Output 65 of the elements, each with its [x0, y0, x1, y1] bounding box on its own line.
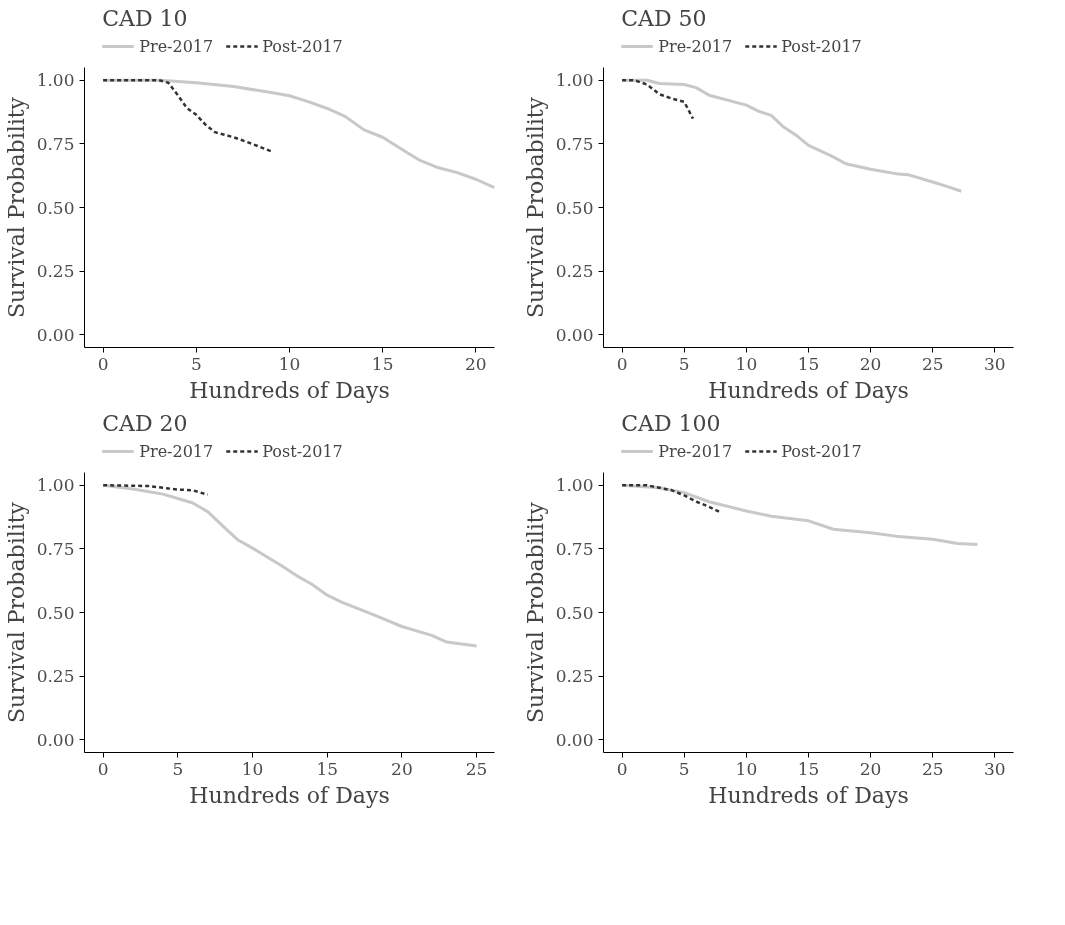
x-tick-label: 5 — [678, 353, 690, 374]
y-tick-label: 0.25 — [36, 261, 75, 282]
y-tick-label: 0.75 — [36, 133, 75, 154]
y-tick-label: 0.25 — [555, 261, 594, 282]
x-axis-title: Hundreds of Days — [708, 377, 909, 403]
y-axis-title: Survival Probability — [522, 96, 548, 319]
y-tick-label: 0.75 — [36, 538, 75, 559]
x-tick-label: 10 — [241, 758, 264, 779]
y-tick-label: 0.50 — [555, 197, 594, 218]
x-tick-label: 5 — [172, 758, 184, 779]
x-tick-label: 30 — [984, 353, 1006, 374]
x-tick-label: 15 — [316, 758, 339, 779]
y-axis-title: Survival Probability — [3, 501, 29, 724]
x-tick-label: 20 — [859, 353, 882, 374]
legend-label: Post-2017 — [781, 36, 862, 56]
x-tick-label: 10 — [735, 353, 758, 374]
y-tick-label: 0.50 — [36, 197, 75, 218]
x-tick-label: 0 — [97, 353, 109, 374]
x-tick-label: 15 — [797, 353, 820, 374]
x-tick-label: 15 — [797, 758, 820, 779]
legend-label: Pre-2017 — [139, 36, 214, 56]
x-tick-label: 25 — [921, 758, 944, 779]
x-tick-label: 15 — [371, 353, 394, 374]
y-tick-label: 0.50 — [555, 602, 594, 623]
x-axis-title: Hundreds of Days — [189, 377, 390, 403]
x-tick-label: 10 — [278, 353, 301, 374]
y-axis-title: Survival Probability — [3, 96, 29, 319]
legend-label: Pre-2017 — [139, 441, 214, 461]
legend-label: Post-2017 — [262, 441, 343, 461]
x-tick-label: 25 — [921, 353, 944, 374]
x-tick-label: 5 — [678, 758, 690, 779]
x-tick-label: 10 — [735, 758, 758, 779]
legend-label: Post-2017 — [781, 441, 862, 461]
y-tick-label: 0.75 — [555, 538, 594, 559]
x-axis-title: Hundreds of Days — [708, 782, 909, 808]
y-tick-label: 0.25 — [555, 666, 594, 687]
x-tick-label: 20 — [391, 758, 413, 779]
x-tick-label: 20 — [859, 758, 882, 779]
x-axis-title: Hundreds of Days — [189, 782, 390, 808]
y-tick-label: 0.00 — [36, 729, 75, 750]
y-tick-label: 1.00 — [555, 70, 594, 91]
legend-title: CAD 50 — [621, 6, 708, 31]
y-tick-label: 0.25 — [36, 666, 75, 687]
x-tick-label: 20 — [465, 353, 487, 374]
legend-title: CAD 20 — [102, 411, 189, 436]
y-tick-label: 1.00 — [555, 475, 594, 496]
x-tick-label: 30 — [984, 758, 1006, 779]
y-tick-label: 0.00 — [555, 324, 594, 345]
legend-label: Pre-2017 — [658, 441, 733, 461]
y-tick-label: 0.00 — [36, 324, 75, 345]
y-tick-label: 0.00 — [555, 729, 594, 750]
x-tick-label: 5 — [190, 353, 202, 374]
legend-label: Post-2017 — [262, 36, 343, 56]
y-axis-title: Survival Probability — [522, 501, 548, 724]
x-tick-label: 0 — [616, 758, 628, 779]
y-tick-label: 0.50 — [36, 602, 75, 623]
x-tick-label: 25 — [465, 758, 488, 779]
legend-title: CAD 10 — [102, 6, 189, 31]
y-tick-label: 1.00 — [36, 70, 75, 91]
x-tick-label: 0 — [97, 758, 109, 779]
legend-label: Pre-2017 — [658, 36, 733, 56]
y-tick-label: 1.00 — [36, 475, 75, 496]
legend-title: CAD 100 — [621, 411, 722, 436]
x-tick-label: 0 — [616, 353, 628, 374]
y-tick-label: 0.75 — [555, 133, 594, 154]
